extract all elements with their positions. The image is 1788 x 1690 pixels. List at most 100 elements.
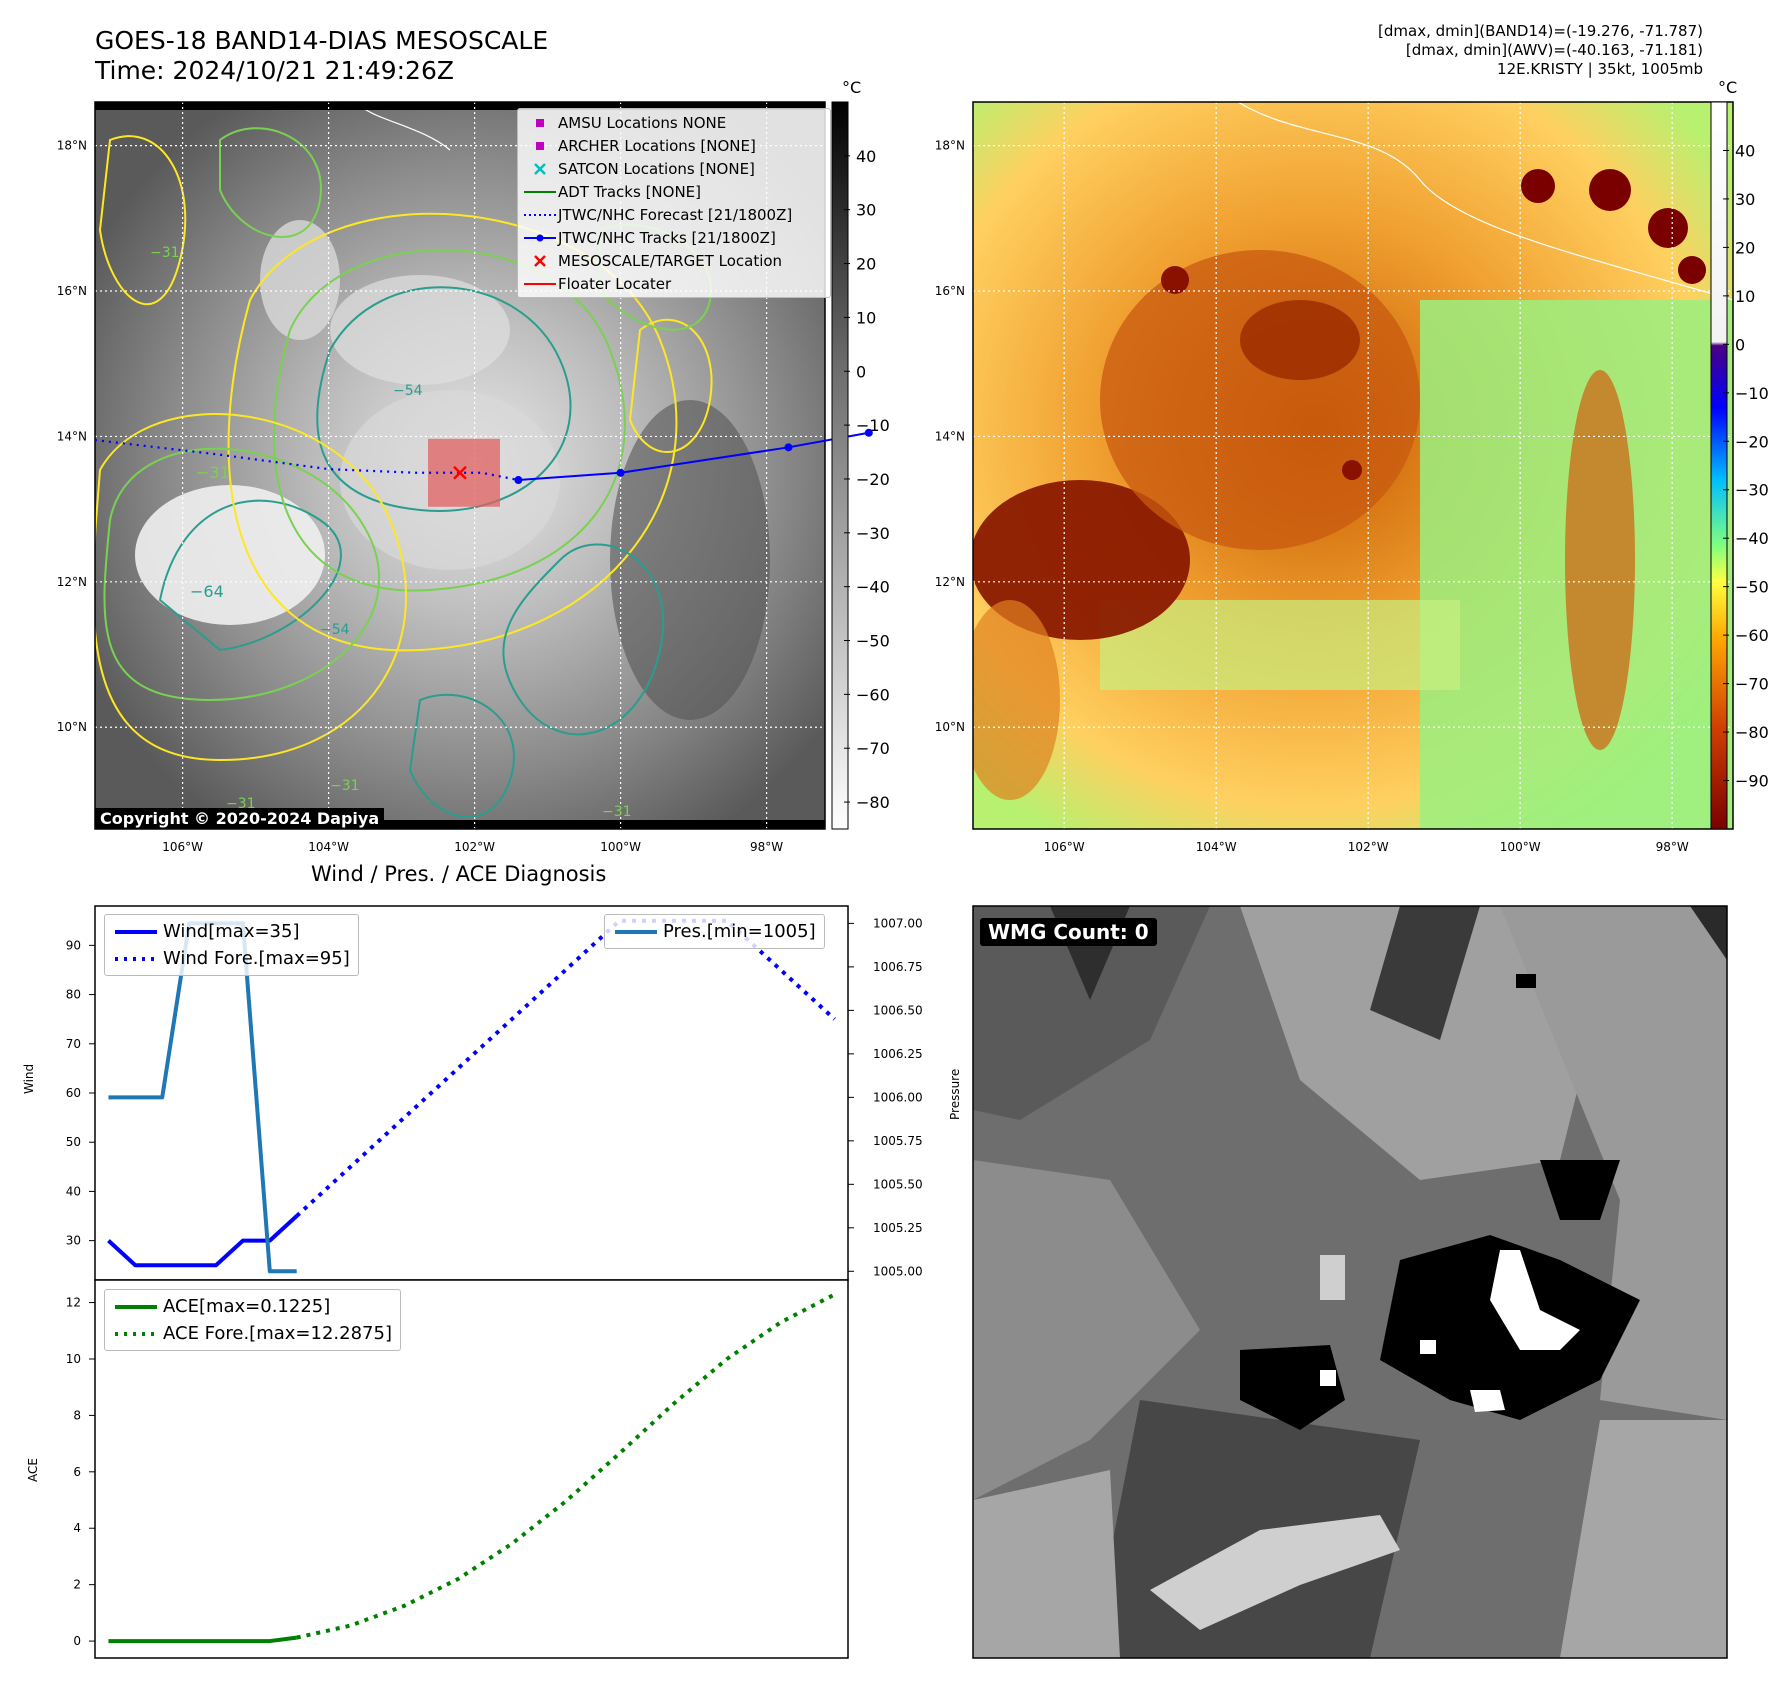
y-tick-label: 8 bbox=[73, 1408, 81, 1422]
y-tick-label: 60 bbox=[66, 1086, 81, 1100]
wind-legend-item: Wind Fore.[max=95] bbox=[115, 948, 350, 969]
lon-tick-label: 102°W bbox=[1348, 840, 1389, 854]
lon-tick-label: 104°W bbox=[1196, 840, 1237, 854]
y-tick-label: 80 bbox=[66, 988, 81, 1002]
y-tick-label: 2 bbox=[73, 1578, 81, 1592]
colorbar-tick-label: −60 bbox=[1735, 626, 1769, 645]
series-line bbox=[296, 1292, 836, 1640]
lat-tick-label: 14°N bbox=[57, 429, 87, 443]
map-legend-item: AMSU Locations NONE bbox=[522, 111, 826, 134]
wind-axis-label: Wind bbox=[22, 1063, 36, 1094]
map-legend-item: Floater Locater bbox=[524, 274, 672, 293]
contour-label: −64 bbox=[190, 582, 224, 601]
track-point bbox=[616, 468, 625, 477]
colorbar-tick-label: 40 bbox=[1735, 141, 1755, 160]
series-line bbox=[295, 918, 836, 1218]
colorbar-tick-label: 20 bbox=[856, 255, 876, 274]
lon-tick-label: 106°W bbox=[162, 840, 203, 854]
y-tick-label: 70 bbox=[66, 1037, 81, 1051]
colorbar-tick-label: −30 bbox=[1735, 481, 1769, 500]
lat-tick-label: 10°N bbox=[935, 720, 965, 734]
lat-tick-label: 16°N bbox=[57, 284, 87, 298]
ir-colorbar-unit: °C bbox=[842, 78, 862, 97]
colorbar-tick-label: −80 bbox=[1735, 723, 1769, 742]
map-legend-item: JTWC/NHC Forecast [21/1800Z] bbox=[524, 205, 793, 224]
lon-tick-label: 104°W bbox=[308, 840, 349, 854]
lon-tick-label: 98°W bbox=[750, 840, 783, 854]
ace-legend-item: ACE Fore.[max=12.2875] bbox=[115, 1323, 392, 1344]
colorbar-tick-label: 30 bbox=[1735, 190, 1755, 209]
mesoscale-target-box bbox=[428, 438, 500, 507]
y2-tick-label: 1006.50 bbox=[873, 1003, 923, 1017]
colorbar-tick-label: −20 bbox=[1735, 432, 1769, 451]
track-point bbox=[514, 476, 523, 485]
track-point bbox=[864, 428, 873, 437]
y2-tick-label: 1005.75 bbox=[873, 1134, 923, 1148]
title-line-time: Time: 2024/10/21 21:49:26Z bbox=[95, 56, 454, 85]
wind-ticks: 30 40 50 60 70 80 90 bbox=[66, 938, 95, 1248]
y2-tick-label: 1005.00 bbox=[873, 1264, 923, 1278]
series-line bbox=[108, 1635, 297, 1644]
map-legend-item: MESOSCALE/TARGET Location bbox=[522, 249, 826, 272]
diagnosis-title: Wind / Pres. / ACE Diagnosis bbox=[311, 862, 607, 886]
colorbar-tick-label: −70 bbox=[856, 739, 890, 758]
y-tick-label: 10 bbox=[66, 1352, 81, 1366]
lat-tick-label: 18°N bbox=[57, 139, 87, 153]
colorbar-tick-label: −50 bbox=[856, 632, 890, 651]
wv-colorbar-ticks: 40 30 20 10 0 −10 −20 −30 −40 −50 −60 −70 −80 −90 bbox=[1723, 141, 1769, 791]
map-legend-item: SATCON Locations [NONE] bbox=[522, 157, 826, 180]
wv-colorbar-unit: °C bbox=[1718, 78, 1738, 97]
colorbar-tick-label: 20 bbox=[1735, 238, 1755, 257]
y2-tick-label: 1005.25 bbox=[873, 1221, 923, 1235]
pressure-legend-item: Pres.[min=1005] bbox=[615, 921, 816, 942]
storm-track bbox=[94, 428, 873, 485]
colorbar-tick-label: 10 bbox=[1735, 287, 1755, 306]
pressure-legend: Pres.[min=1005] bbox=[604, 914, 825, 949]
y2-tick-label: 1006.25 bbox=[873, 1047, 923, 1061]
y-tick-label: 90 bbox=[66, 938, 81, 952]
ir-colorbar-ticks: 40 30 20 10 0 −10 −20 −30 −40 −50 −60 −70 −80 bbox=[844, 147, 890, 812]
colorbar-tick-label: −50 bbox=[1735, 578, 1769, 597]
info-band14: [dmax, dmin](BAND14)=(-19.276, -71.787) bbox=[1378, 22, 1703, 40]
ir-frame bbox=[94, 101, 826, 830]
colorbar-tick-label: −30 bbox=[856, 524, 890, 543]
pressure-axis-label: Pressure bbox=[948, 1068, 962, 1120]
ace-legend-item: ACE[max=0.1225] bbox=[115, 1296, 331, 1317]
y-tick-label: 30 bbox=[66, 1234, 81, 1248]
y2-tick-label: 1006.75 bbox=[873, 960, 923, 974]
lat-tick-label: 12°N bbox=[57, 575, 87, 589]
contour-label: −31 bbox=[196, 463, 230, 482]
wind-legend-item: Wind[max=35] bbox=[115, 921, 300, 942]
contour-label: −31 bbox=[330, 778, 360, 794]
storm-info: [dmax, dmin](BAND14)=(-19.276, -71.787) … bbox=[1378, 22, 1703, 79]
y2-tick-label: 1007.00 bbox=[873, 916, 923, 930]
colorbar-tick-label: −10 bbox=[856, 416, 890, 435]
contour-label: −54 bbox=[320, 622, 350, 638]
y-tick-label: 4 bbox=[73, 1521, 81, 1535]
wv-colorbar bbox=[1710, 101, 1728, 830]
wv-frame bbox=[972, 101, 1734, 830]
colorbar-tick-label: −60 bbox=[856, 685, 890, 704]
map-legend-item: ADT Tracks [NONE] bbox=[524, 182, 702, 201]
colorbar-tick-label: −20 bbox=[856, 470, 890, 489]
colorbar-tick-label: −80 bbox=[856, 793, 890, 812]
colorbar-tick-label: 10 bbox=[856, 308, 876, 327]
y-tick-label: 40 bbox=[66, 1184, 81, 1198]
lat-tick-label: 12°N bbox=[935, 575, 965, 589]
copyright-label: Copyright © 2020-2024 Dapiya bbox=[95, 808, 385, 829]
colorbar-tick-label: −90 bbox=[1735, 772, 1769, 791]
pressure-ticks: 1007.00 1006.75 1006.50 1006.25 1006.00 1005.… bbox=[848, 916, 923, 1278]
target-marker bbox=[453, 465, 467, 480]
colorbar-tick-label: 0 bbox=[1735, 335, 1745, 354]
colorbar-tick-label: −10 bbox=[1735, 384, 1769, 403]
colorbar-tick-label: −70 bbox=[1735, 675, 1769, 694]
track-point bbox=[784, 443, 793, 452]
info-awv: [dmax, dmin](AWV)=(-40.163, -71.181) bbox=[1405, 41, 1703, 59]
map-legend-item: JTWC/NHC Tracks [21/1800Z] bbox=[522, 226, 826, 249]
wmg-frame bbox=[972, 905, 1728, 1659]
contour-label: −54 bbox=[393, 383, 423, 399]
info-storm: 12E.KRISTY | 35kt, 1005mb bbox=[1497, 60, 1703, 78]
ace-ticks: 0 2 4 6 8 10 12 bbox=[66, 1296, 95, 1648]
wmg-count-label: WMG Count: 0 bbox=[980, 918, 1157, 946]
